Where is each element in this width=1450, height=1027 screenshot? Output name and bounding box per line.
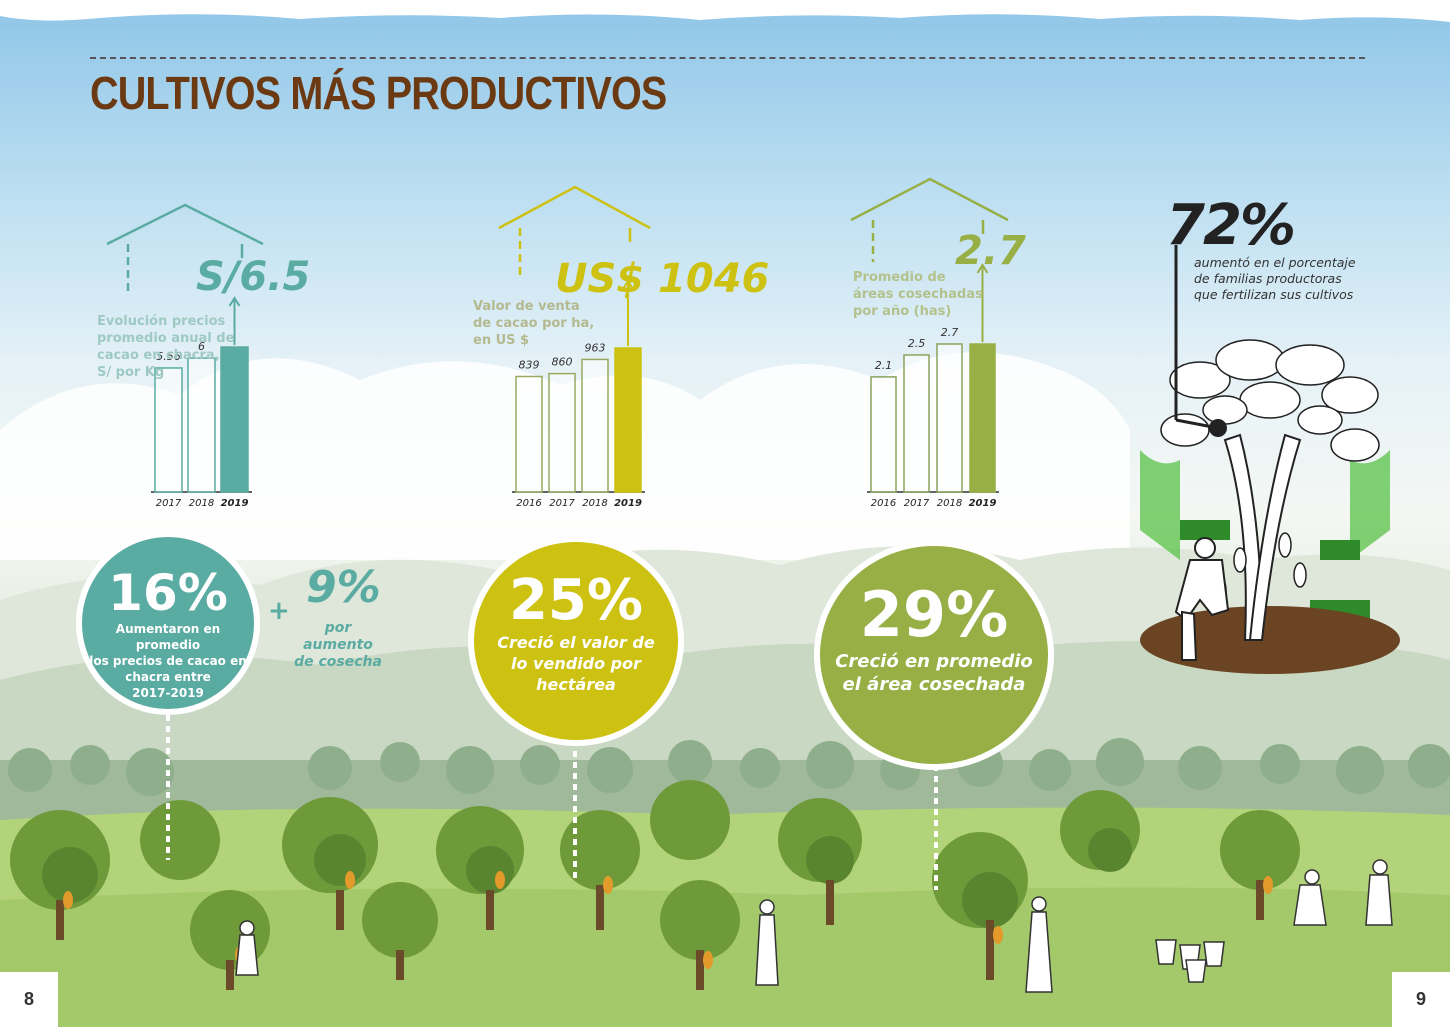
chart3-bar-2016 — [870, 376, 897, 493]
sales-value-text: Creció el valor de lo vendido por hectár… — [497, 633, 655, 694]
chart2-description: Valor de venta de cacao por ha, en US $ — [473, 299, 595, 348]
chart2-tick-2017: 2017 — [549, 498, 575, 509]
chart3-tick-2016: 2016 — [871, 498, 896, 509]
chart3-bar-2019 — [969, 343, 996, 493]
chart3-tick-2017: 2017 — [904, 498, 930, 509]
chart3-value-label-2017: 2.5 — [908, 337, 926, 350]
title-divider — [90, 57, 1365, 59]
chart2-arrow-head — [622, 279, 634, 290]
chart1-value-label-2017: 5.56 — [156, 350, 181, 363]
chart2-value-label-2018: 963 — [585, 341, 606, 354]
price-increase-circle: 16% Aumentaron en promedio los precios d… — [76, 531, 260, 715]
chart1-bar-2019 — [220, 346, 249, 493]
harvested-area-text: Creció en promedio el área cosechada — [835, 651, 1033, 695]
chart1-value-label-2018: 6 — [198, 340, 205, 353]
price-increase-percentage: 16% — [108, 564, 228, 622]
fertilizer-description: aumentó en el porcentaje de familias prod… — [1194, 255, 1356, 302]
chart2-tick-2018: 2018 — [582, 498, 607, 509]
harvest-increase-text: por aumento de cosecha — [294, 620, 382, 670]
fertilizer-tree-illustration — [1140, 339, 1400, 674]
chart2-tick-2019: 2019 — [614, 498, 642, 509]
page-title: CULTIVOS MÁS PRODUCTIVOS — [90, 67, 667, 119]
harvested-area-percentage: 29% — [859, 578, 1009, 651]
chart2-bar-2018 — [581, 358, 609, 493]
chart1-description: Evolución precios promedio anual de cacao … — [97, 314, 235, 380]
chart2-bar-2017 — [548, 372, 576, 493]
chart2-value-label-2017: 860 — [552, 356, 573, 369]
chart2-highlight: US$ 1046 — [555, 256, 770, 302]
chart1-roof — [106, 203, 264, 246]
chart3-bar-2018 — [936, 343, 963, 493]
chart1-arrow-head — [228, 296, 241, 307]
chart3-bar-2017 — [903, 354, 930, 493]
chart3-arrow-head — [976, 263, 989, 274]
sales-value-percentage: 25% — [508, 568, 644, 633]
chart3-tick-2019: 2019 — [969, 498, 997, 509]
chart2-bar-2019 — [614, 347, 642, 493]
chart1-bar-2017 — [154, 367, 183, 493]
chart1-bar-2018 — [187, 357, 216, 493]
chart3-tick-2018: 2018 — [937, 498, 962, 509]
chart3-value-label-2016: 2.1 — [875, 359, 893, 372]
chart3-value-label-2018: 2.7 — [941, 326, 959, 339]
chart2-value-label-2016: 839 — [519, 358, 540, 371]
chart1-tick-2018: 2018 — [189, 498, 214, 509]
harvest-increase-percentage: 9% — [306, 562, 381, 613]
sales-value-circle: 25% Creció el valor de lo vendido por he… — [468, 536, 684, 746]
plus-sign: + — [268, 596, 290, 626]
fertilizer-percentage: 72% — [1166, 193, 1296, 258]
chart1-tick-2019: 2019 — [221, 498, 249, 509]
chart2-bar-2016 — [515, 375, 543, 493]
chart3-roof — [850, 177, 1009, 222]
harvested-area-circle: 29% Creció en promedio el área cosechada — [814, 540, 1054, 770]
price-increase-text: Aumentaron en promedio los precios de ca… — [89, 622, 247, 700]
page-number-left: 8 — [0, 972, 58, 1027]
chart3-highlight: 2.7 — [955, 228, 1026, 274]
chart2-tick-2016: 2016 — [516, 498, 541, 509]
chart1-highlight: S/6.5 — [196, 254, 311, 300]
chart1-tick-2017: 2017 — [156, 498, 182, 509]
chart2-roof — [498, 185, 651, 230]
page-number-right: 9 — [1392, 972, 1450, 1027]
chart3-description: Promedio de áreas cosechadas por año (has) — [853, 270, 983, 319]
